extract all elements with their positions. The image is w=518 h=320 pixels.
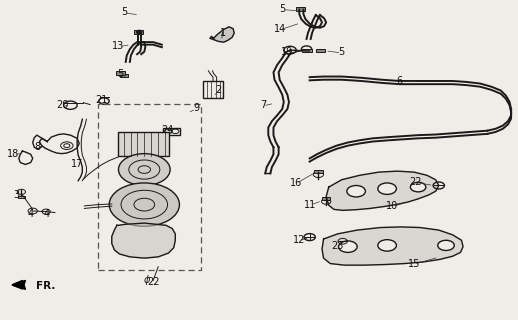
Circle shape xyxy=(137,30,142,34)
Text: 16: 16 xyxy=(290,178,303,188)
Polygon shape xyxy=(12,280,25,289)
Polygon shape xyxy=(210,27,234,42)
Text: 17: 17 xyxy=(71,159,83,169)
Polygon shape xyxy=(112,223,175,258)
Text: 18: 18 xyxy=(7,149,19,159)
Bar xyxy=(314,170,323,173)
Text: 9: 9 xyxy=(193,103,199,113)
Text: 12: 12 xyxy=(293,235,306,245)
Text: 5: 5 xyxy=(280,4,286,14)
FancyBboxPatch shape xyxy=(120,74,128,77)
Text: 10: 10 xyxy=(386,201,398,211)
Bar xyxy=(296,7,306,11)
Text: 13: 13 xyxy=(112,41,125,51)
Text: FR.: FR. xyxy=(36,281,55,291)
Bar xyxy=(117,71,125,75)
Text: 4: 4 xyxy=(27,209,34,219)
Bar xyxy=(98,104,201,270)
Bar xyxy=(134,30,143,34)
Bar xyxy=(322,197,330,199)
Polygon shape xyxy=(326,171,439,210)
Text: $\phi$: $\phi$ xyxy=(143,273,151,287)
Bar xyxy=(119,132,169,156)
Text: 5: 5 xyxy=(118,69,124,79)
Circle shape xyxy=(347,186,365,197)
Text: 15: 15 xyxy=(408,259,420,268)
Text: 22: 22 xyxy=(147,277,160,287)
Polygon shape xyxy=(322,227,463,265)
Text: 20: 20 xyxy=(56,100,69,110)
Circle shape xyxy=(109,183,179,226)
Text: 8: 8 xyxy=(35,142,41,152)
Text: 23: 23 xyxy=(332,241,344,251)
Text: 6: 6 xyxy=(396,76,402,86)
Text: 5: 5 xyxy=(122,7,128,17)
Bar xyxy=(303,49,312,52)
Bar xyxy=(163,127,180,135)
Text: 7: 7 xyxy=(260,100,266,110)
Circle shape xyxy=(378,183,396,195)
Text: 22: 22 xyxy=(409,177,421,187)
Text: 2: 2 xyxy=(215,85,222,95)
Bar xyxy=(316,49,325,52)
Circle shape xyxy=(119,154,170,186)
Text: 4: 4 xyxy=(43,209,49,219)
Text: 24: 24 xyxy=(161,125,173,135)
Bar xyxy=(18,196,25,198)
Text: 1: 1 xyxy=(220,28,226,37)
Text: 5: 5 xyxy=(339,47,345,57)
Circle shape xyxy=(339,241,357,252)
Polygon shape xyxy=(12,280,25,289)
Text: 14: 14 xyxy=(274,24,286,34)
Text: 21: 21 xyxy=(95,95,108,105)
Circle shape xyxy=(438,240,454,251)
Text: 19: 19 xyxy=(281,47,294,57)
Bar xyxy=(203,81,223,98)
Text: 3: 3 xyxy=(13,190,19,200)
Text: 11: 11 xyxy=(304,200,316,210)
Circle shape xyxy=(378,240,396,251)
Circle shape xyxy=(410,182,426,192)
